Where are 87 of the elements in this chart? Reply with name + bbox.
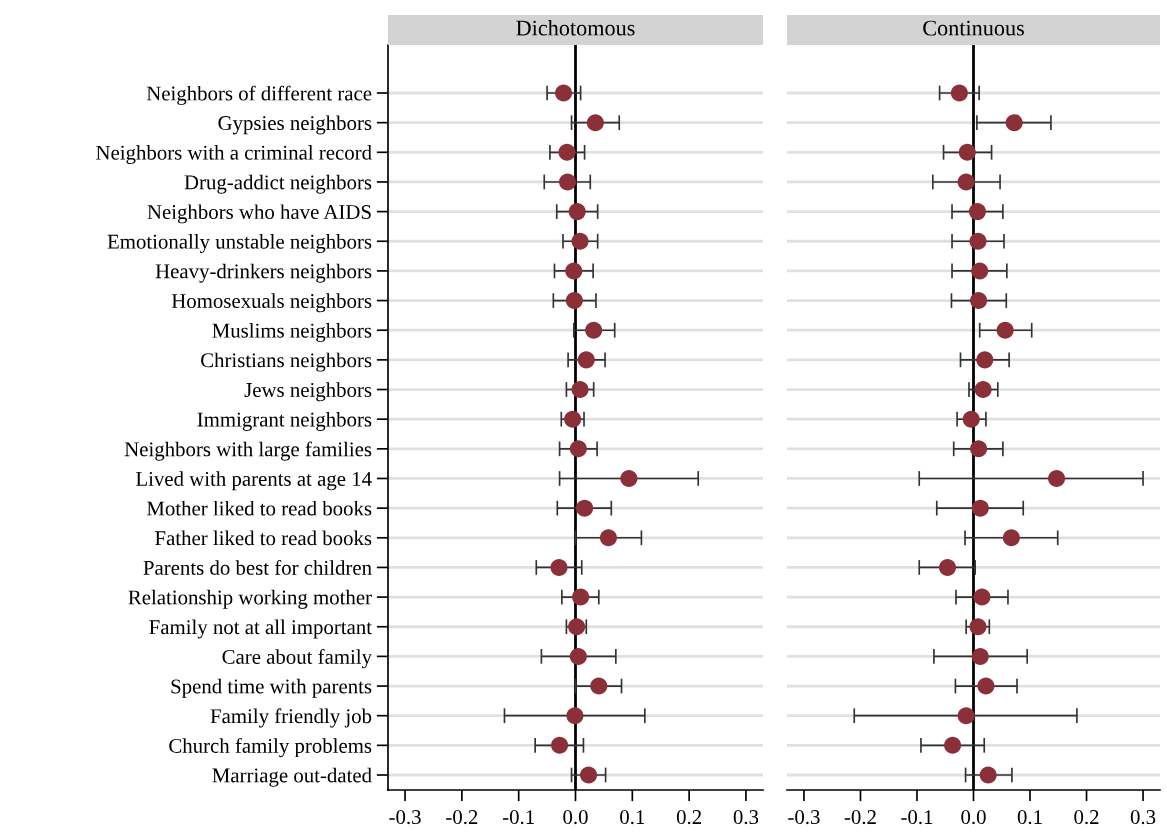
point	[559, 173, 577, 191]
point	[968, 203, 986, 221]
chart-title: Dichotomous	[516, 19, 635, 36]
point	[565, 292, 583, 310]
y-tick-label: Neighbors with large families	[124, 441, 372, 461]
point	[970, 292, 988, 310]
x-tick-label: -0.3	[788, 810, 820, 825]
y-tick-label: Neighbors who have AIDS	[147, 204, 371, 224]
point	[558, 143, 576, 161]
y-tick-label: Jews neighbors	[244, 382, 372, 402]
y-tick-label: Family friendly job	[210, 708, 372, 728]
y-tick-label: Mother liked to read books	[146, 500, 372, 516]
point	[568, 203, 586, 221]
point	[577, 351, 595, 369]
point	[974, 381, 992, 399]
point	[950, 84, 968, 102]
x-tick-label: -0.3	[389, 810, 421, 825]
point	[590, 677, 608, 695]
point	[971, 262, 989, 280]
y-tick-label: Church family problems	[169, 738, 372, 758]
point	[572, 588, 590, 606]
point	[957, 173, 975, 191]
point	[585, 321, 603, 339]
y-tick-label: Emotionally unstable neighbors	[107, 234, 372, 253]
point	[569, 440, 587, 458]
point	[566, 707, 584, 725]
point	[969, 618, 987, 636]
point	[958, 143, 976, 161]
y-tick-label: Neighbors of different race	[146, 85, 372, 105]
y-tick-label: Lived with parents at age 14	[136, 471, 372, 491]
x-tick-label: 0.3	[1130, 810, 1156, 825]
x-tick-label: -0.2	[844, 810, 876, 825]
y-tick-label: Care about family	[222, 649, 372, 669]
point	[565, 262, 583, 280]
y-tick-label: Spend time with parents	[171, 678, 372, 698]
point	[977, 677, 995, 695]
chart-title: Continuous	[923, 20, 1024, 36]
point	[571, 381, 589, 399]
point	[1048, 469, 1066, 487]
x-tick-label: 0.0	[563, 810, 588, 825]
y-tick-label: Muslims neighbors	[212, 322, 372, 342]
point	[569, 647, 587, 665]
y-tick-label: Father liked to read books	[155, 530, 372, 546]
x-tick-label: 0.1	[620, 810, 645, 825]
point	[971, 499, 989, 517]
point	[1005, 114, 1023, 132]
point	[620, 469, 638, 487]
point	[576, 499, 594, 517]
point	[564, 410, 582, 428]
point	[555, 84, 573, 102]
point	[551, 736, 569, 754]
point	[971, 647, 989, 665]
x-tick-label: 0.2	[676, 810, 702, 825]
y-tick-label: Relationship working mother	[128, 589, 372, 609]
point	[976, 351, 994, 369]
y-tick-label: Drug-addict neighbors	[184, 174, 372, 194]
x-tick-label: 0.2	[1074, 810, 1099, 825]
point	[973, 588, 991, 606]
x-tick-label: -0.1	[502, 810, 534, 825]
point	[586, 114, 604, 132]
point	[969, 232, 987, 250]
x-tick-label: 0.1	[1017, 810, 1042, 825]
point	[939, 558, 957, 576]
y-tick-label: Immigrant neighbors	[197, 411, 372, 431]
point	[970, 440, 988, 458]
y-tick-label: Marriage out-dated	[212, 767, 372, 787]
y-tick-label: Heavy-drinkers neighbors	[155, 263, 372, 283]
y-tick-label: Homosexuals neighbors	[171, 293, 372, 313]
point	[962, 410, 980, 428]
y-tick-label: Gypsies neighbors	[218, 115, 372, 135]
point	[1002, 529, 1020, 547]
point	[979, 766, 997, 784]
y-tick-label: Family not at all important	[149, 619, 372, 639]
point	[571, 232, 589, 250]
point	[580, 766, 598, 784]
point	[550, 558, 568, 576]
y-tick-label: Neighbors with a criminal record	[96, 145, 372, 165]
point	[996, 321, 1014, 339]
point	[599, 529, 617, 547]
x-tick-label: 0.0	[961, 810, 986, 825]
x-tick-label: -0.2	[446, 810, 478, 825]
y-tick-label: Christians neighbors	[201, 352, 372, 372]
y-tick-label: Parents do best for children	[143, 560, 372, 575]
x-tick-label: -0.1	[901, 810, 933, 825]
point	[957, 707, 975, 725]
point	[944, 736, 962, 754]
x-tick-label: 0.3	[733, 810, 759, 825]
